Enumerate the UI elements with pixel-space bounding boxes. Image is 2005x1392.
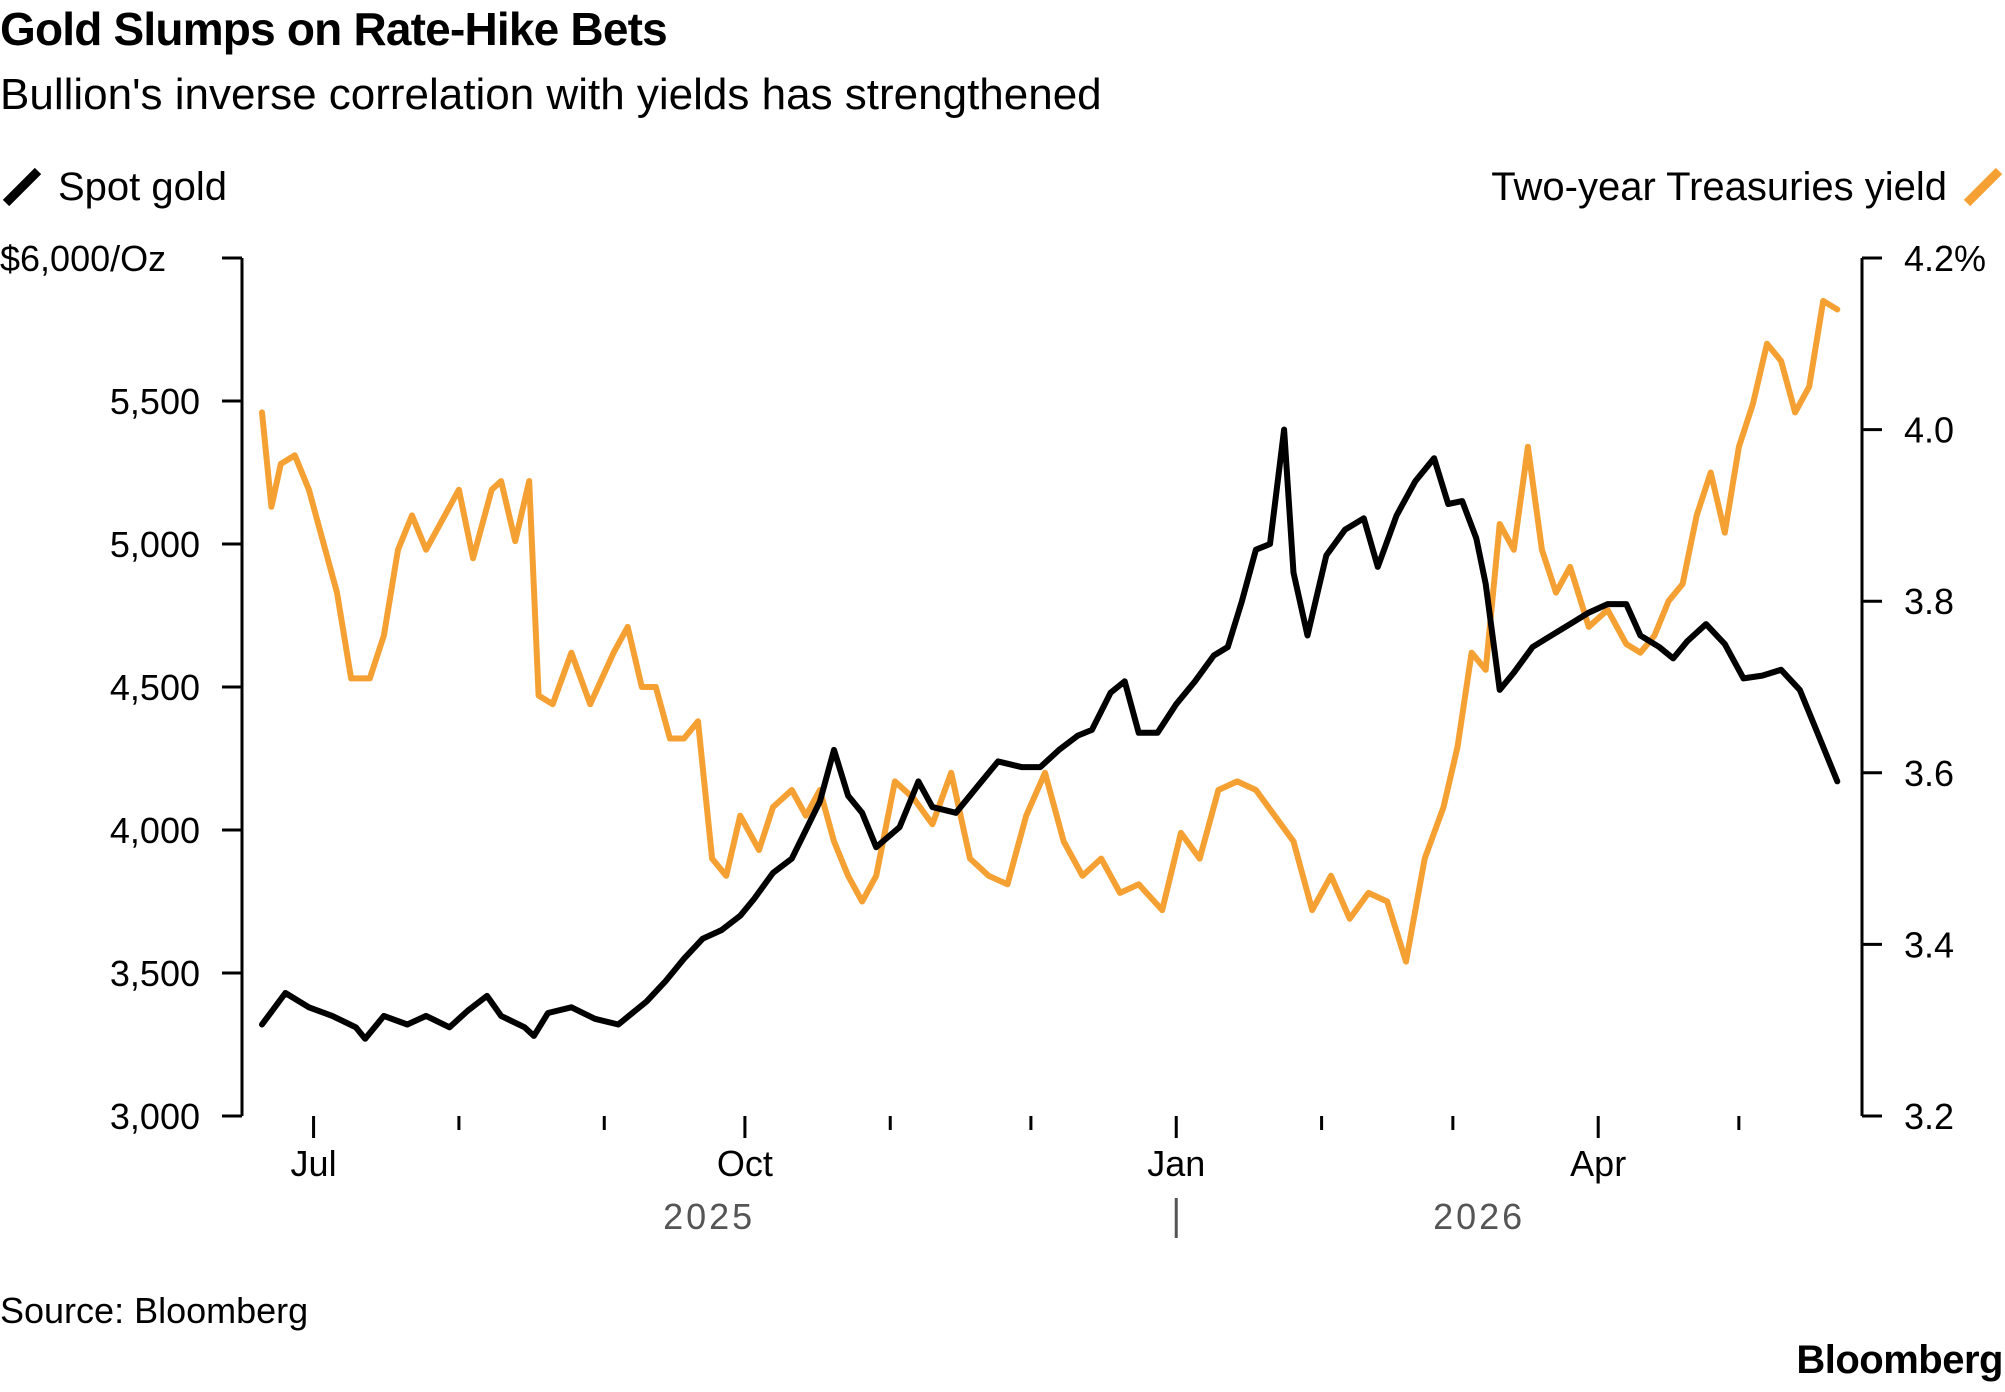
y-right-tick-label: 4.2% xyxy=(1904,238,1986,279)
x-axis-year-label: 2026 xyxy=(1433,1196,1525,1237)
legend-label-treasury-yield: Two-year Treasuries yield xyxy=(1491,164,1947,209)
x-axis-tick-label: Apr xyxy=(1570,1143,1626,1184)
legend-label-spot-gold: Spot gold xyxy=(58,164,228,209)
y-right-tick-label: 4.0 xyxy=(1904,410,1954,451)
y-right-tick-label: 3.8 xyxy=(1904,581,1954,622)
bloomberg-logo: Bloomberg xyxy=(1796,1338,2003,1382)
legend-spot-gold: Spot gold xyxy=(0,162,227,212)
chart-title: Gold Slumps on Rate-Hike Bets xyxy=(0,3,668,55)
y-left-tick-label: 4,500 xyxy=(110,667,200,708)
y-left-tick-label: 4,000 xyxy=(110,810,200,851)
x-axis-year-label: 2025 xyxy=(663,1196,755,1237)
y-left-tick-label: 3,500 xyxy=(110,953,200,994)
y-left-tick-label: 3,000 xyxy=(110,1096,200,1137)
series-line-treasury-yield xyxy=(259,297,1841,965)
chart-subtitle: Bullion's inverse correlation with yield… xyxy=(0,70,1102,119)
x-axis-tick-label: Oct xyxy=(717,1143,773,1184)
series-line-spot-gold xyxy=(259,426,1841,1042)
legend-swatch-gold-icon xyxy=(2,167,42,207)
legend-treasury-yield: Two-year Treasuries yield xyxy=(1491,162,2005,212)
y-left-tick-label: $6,000/Oz xyxy=(0,238,166,279)
x-axis-tick-label: Jul xyxy=(291,1143,337,1184)
y-left-tick-label: 5,000 xyxy=(110,524,200,565)
source-note: Source: Bloomberg xyxy=(0,1290,309,1331)
y-right-tick-label: 3.2 xyxy=(1904,1096,1954,1137)
y-left-tick-label: 5,500 xyxy=(110,381,200,422)
y-right-tick-label: 3.6 xyxy=(1904,753,1954,794)
y-right-tick-label: 3.4 xyxy=(1904,924,1954,965)
legend-swatch-yield-icon xyxy=(1963,167,2003,207)
x-axis-tick-label: Jan xyxy=(1147,1143,1205,1184)
